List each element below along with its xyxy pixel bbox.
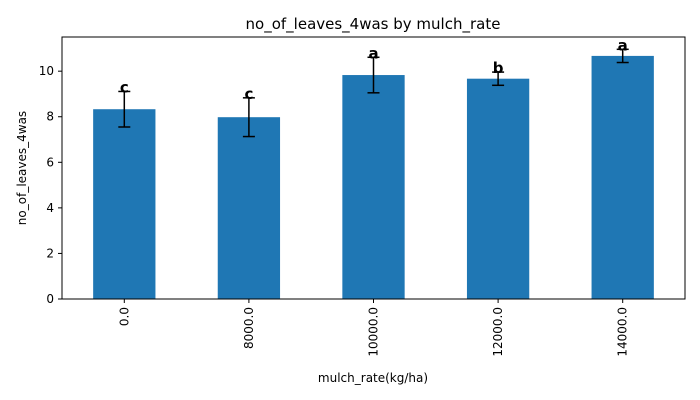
x-tick-label-8000.0: 8000.0 (242, 307, 256, 349)
significance-label-8000.0: c (244, 85, 253, 103)
x-axis-label: mulch_rate(kg/ha) (318, 371, 428, 385)
x-tick-label-10000.0: 10000.0 (367, 307, 381, 357)
y-axis-label: no_of_leaves_4was (15, 111, 29, 225)
x-axis: 0.0 8000.0 10000.0 12000.0 14000.0 (117, 299, 630, 357)
bar-0.0 (93, 109, 156, 299)
significance-label-12000.0: b (493, 59, 504, 77)
y-tick-label-2: 2 (46, 246, 54, 260)
bar-10000.0 (342, 75, 405, 299)
y-tick-label-0: 0 (46, 292, 54, 306)
error-bar-12000.0 (492, 71, 505, 87)
bar-14000.0 (591, 55, 654, 300)
y-tick-label-6: 6 (46, 155, 54, 169)
significance-labels-group: c c a b a (120, 36, 628, 103)
error-bar-14000.0 (616, 48, 629, 64)
y-tick-label-4: 4 (46, 201, 54, 215)
chart-title: no_of_leaves_4was by mulch_rate (246, 15, 501, 34)
bar-8000.0 (217, 117, 281, 299)
significance-label-0.0: c (120, 78, 129, 96)
x-tick-label-14000.0: 14000.0 (616, 307, 630, 357)
y-tick-label-8: 8 (46, 110, 54, 124)
significance-label-14000.0: a (618, 36, 628, 54)
x-tick-label-0.0: 0.0 (117, 307, 131, 326)
error-bar-8000.0 (242, 97, 255, 138)
y-tick-label-10: 10 (39, 64, 54, 78)
bar-12000.0 (466, 78, 530, 300)
error-bar-0.0 (118, 90, 131, 128)
error-bars-group (118, 48, 629, 138)
plot-frame (61, 36, 686, 300)
x-tick-label-12000.0: 12000.0 (491, 307, 505, 357)
significance-label-10000.0: a (368, 44, 378, 62)
y-axis: 0 2 4 6 8 10 (39, 64, 62, 306)
bars-group (93, 55, 654, 300)
error-bar-10000.0 (367, 56, 380, 94)
